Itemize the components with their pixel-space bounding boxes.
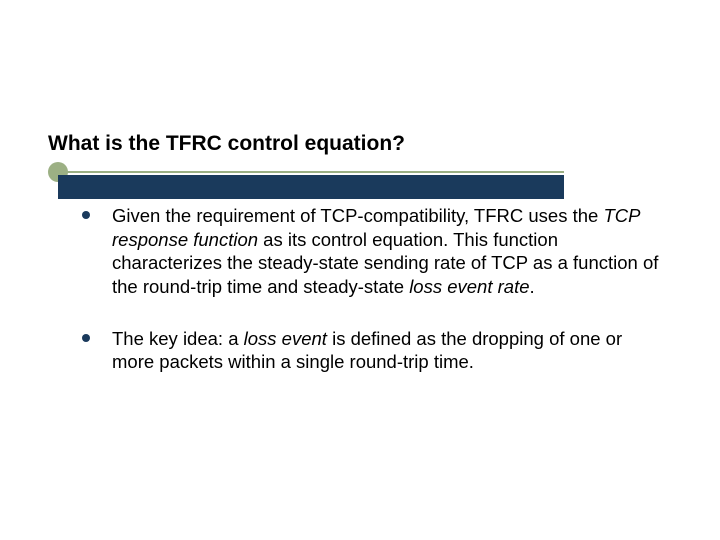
slide: What is the TFRC control equation? Given… [0,0,720,540]
bullet-marker-icon [82,211,90,219]
title-bar [58,175,564,199]
plain-text: The key idea: a [112,328,244,349]
title-area: What is the TFRC control equation? [48,132,672,200]
italic-text: loss event rate [409,276,529,297]
content-area: Given the requirement of TCP-compatibili… [82,204,660,402]
plain-text: Given the requirement of TCP-compatibili… [112,205,603,226]
bullet-item: Given the requirement of TCP-compatibili… [82,204,660,299]
title-decoration [48,162,672,200]
bullet-text: The key idea: a loss event is defined as… [112,327,660,374]
bullet-text: Given the requirement of TCP-compatibili… [112,204,660,299]
bullet-marker-icon [82,334,90,342]
title-underline [58,171,564,173]
plain-text: . [530,276,535,297]
bullet-item: The key idea: a loss event is defined as… [82,327,660,374]
italic-text: loss event [244,328,327,349]
slide-title: What is the TFRC control equation? [48,132,672,162]
